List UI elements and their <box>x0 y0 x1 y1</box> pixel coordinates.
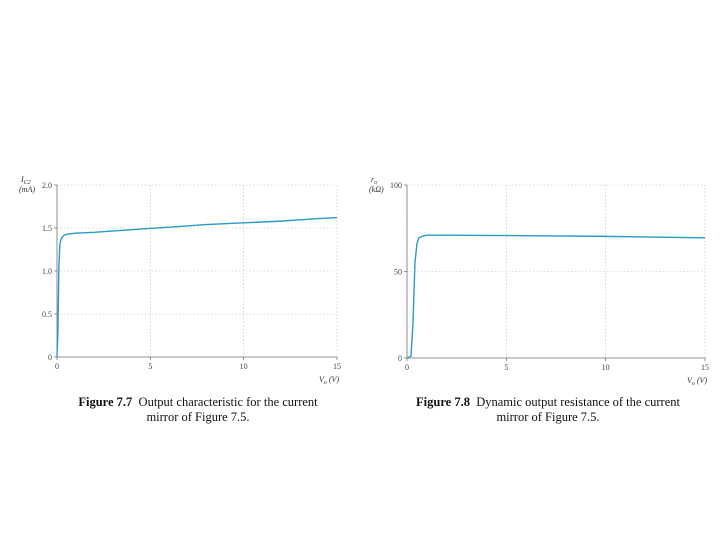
x-tick-label: 15 <box>333 362 341 371</box>
series-line <box>56 216 338 358</box>
y-tick-label: 1.5 <box>42 224 52 233</box>
chart-dynamic-output-resistance: 0 5 10 15 0 50 100 ro(kΩ) Vo (V) <box>369 175 709 387</box>
y-tick-label: 0.5 <box>42 310 52 319</box>
x-tick-label: 10 <box>602 363 610 372</box>
y-tick-label: 100 <box>390 181 402 190</box>
y-axis-label: IC2 <box>20 175 31 186</box>
x-tick-label: 0 <box>55 362 59 371</box>
x-axis-label: Vo (V) <box>319 375 339 386</box>
caption-label: Figure 7.7 <box>78 395 133 409</box>
x-tick-label: 0 <box>405 363 409 372</box>
y-axis-unit: (kΩ) <box>369 185 384 194</box>
caption-figure-7-7: Figure 7.7 Output characteristic for the… <box>63 395 333 425</box>
x-axis-label: Vo (V) <box>687 376 707 387</box>
x-tick-label: 10 <box>240 362 248 371</box>
chart-output-characteristic: 0 5 10 15 0 0.5 1.0 1.5 2.0 IC2(mA) Vo (V) <box>19 175 341 386</box>
y-axis-unit: (mA) <box>19 185 35 194</box>
caption-label: Figure 7.8 <box>416 395 470 409</box>
y-tick-label: 1.0 <box>42 267 52 276</box>
y-tick-label: 0 <box>48 353 52 362</box>
y-tick-label: 2.0 <box>42 181 52 190</box>
caption-text: Output characteristic for the current mi… <box>138 395 318 424</box>
x-tick-label: 5 <box>148 362 152 371</box>
x-tick-label: 15 <box>701 363 709 372</box>
caption-text: Dynamic output resistance of the current… <box>476 395 680 424</box>
caption-figure-7-8: Figure 7.8 Dynamic output resistance of … <box>413 395 683 425</box>
series-line <box>406 234 706 359</box>
y-tick-label: 50 <box>394 268 402 277</box>
x-tick-label: 5 <box>504 363 508 372</box>
y-axis-label: ro <box>371 175 377 186</box>
y-tick-label: 0 <box>398 354 402 363</box>
